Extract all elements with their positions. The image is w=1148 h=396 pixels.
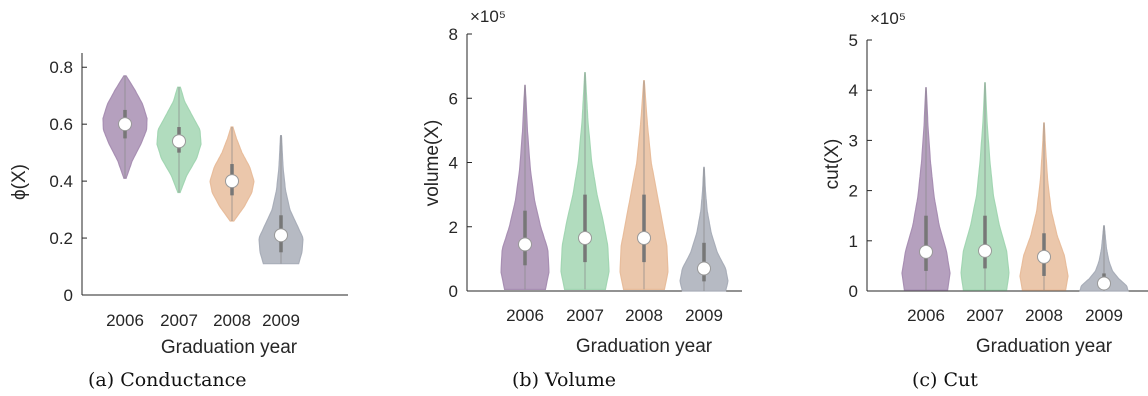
y-axis-label: ϕ(X): [9, 164, 30, 200]
y-tick-label: 0.6: [49, 115, 73, 134]
y-axis-label: cut(X): [822, 139, 843, 190]
y-tick-label: 0: [449, 282, 458, 301]
x-tick-label-2007: 2007: [160, 311, 198, 330]
median-marker-2007: [172, 134, 186, 149]
x-tick-label-2006: 2006: [506, 306, 544, 325]
median-marker-2007: [978, 243, 992, 258]
y-tick-label: 0.4: [49, 172, 73, 191]
x-tick-label-2008: 2008: [213, 311, 251, 330]
y-tick-label: 4: [449, 154, 458, 173]
x-tick-label-2009: 2009: [1085, 306, 1123, 325]
x-axis-label: Graduation year: [161, 337, 298, 358]
subfigure-caption: (c) Cut: [912, 369, 978, 391]
y-axis-label: volume(X): [422, 120, 443, 207]
x-tick-label-2007: 2007: [566, 306, 604, 325]
y-tick-label: 2: [849, 182, 858, 201]
y-tick-label: 2: [449, 218, 458, 237]
median-marker-2009: [1097, 276, 1111, 291]
x-tick-label-2006: 2006: [907, 306, 945, 325]
chart-panel-1: 0 0.2 0.4 0.6 0.8 2006 2007 2008 2009 Graduation …: [9, 53, 348, 391]
median-marker-2006: [919, 244, 933, 259]
median-marker-2008: [637, 230, 651, 245]
axis-multiplier: ×10⁵: [870, 9, 906, 28]
subfigure-caption: (b) Volume: [512, 369, 616, 391]
subfigure-caption: (a) Conductance: [88, 369, 247, 391]
y-tick-label: 0: [849, 282, 858, 301]
x-tick-label-2008: 2008: [625, 306, 663, 325]
median-marker-2008: [225, 174, 239, 189]
x-axis-label: Graduation year: [976, 336, 1113, 357]
axis-multiplier: ×10⁵: [470, 7, 506, 26]
x-tick-label-2006: 2006: [106, 311, 144, 330]
y-tick-label: 3: [849, 131, 858, 150]
y-tick-label: 4: [849, 81, 858, 100]
y-tick-label: 8: [449, 25, 458, 44]
x-tick-label-2008: 2008: [1025, 306, 1063, 325]
x-tick-label-2009: 2009: [685, 306, 723, 325]
chart-panel-2: 0 2 4 6 8 ×10⁵ 2006 2007 2008 2009 Graduation year…: [422, 7, 742, 391]
median-marker-2006: [118, 117, 132, 132]
y-tick-label: 0.2: [49, 229, 73, 248]
y-tick-label: 0: [64, 286, 73, 305]
median-marker-2006: [518, 237, 532, 252]
y-tick-label: 0.8: [49, 58, 73, 77]
x-tick-label-2009: 2009: [262, 311, 300, 330]
x-axis-label: Graduation year: [576, 336, 713, 357]
median-marker-2009: [697, 261, 711, 276]
y-tick-label: 6: [449, 89, 458, 108]
y-tick-label: 5: [849, 31, 858, 50]
median-marker-2007: [578, 230, 592, 245]
median-marker-2008: [1037, 249, 1051, 264]
x-tick-label-2007: 2007: [966, 306, 1004, 325]
chart-panel-3: 0 1 2 3 4 5 ×10⁵ 2006 2007 2008 2009 Graduation yea…: [822, 9, 1148, 391]
median-marker-2009: [274, 228, 288, 243]
y-tick-label: 1: [849, 232, 858, 251]
